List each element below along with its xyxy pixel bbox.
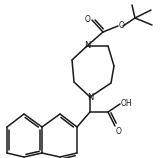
- Text: O: O: [119, 21, 125, 30]
- Text: N: N: [87, 92, 93, 101]
- Text: OH: OH: [121, 100, 133, 109]
- Text: O: O: [85, 15, 91, 24]
- Text: O: O: [116, 127, 122, 136]
- Text: N: N: [84, 42, 90, 51]
